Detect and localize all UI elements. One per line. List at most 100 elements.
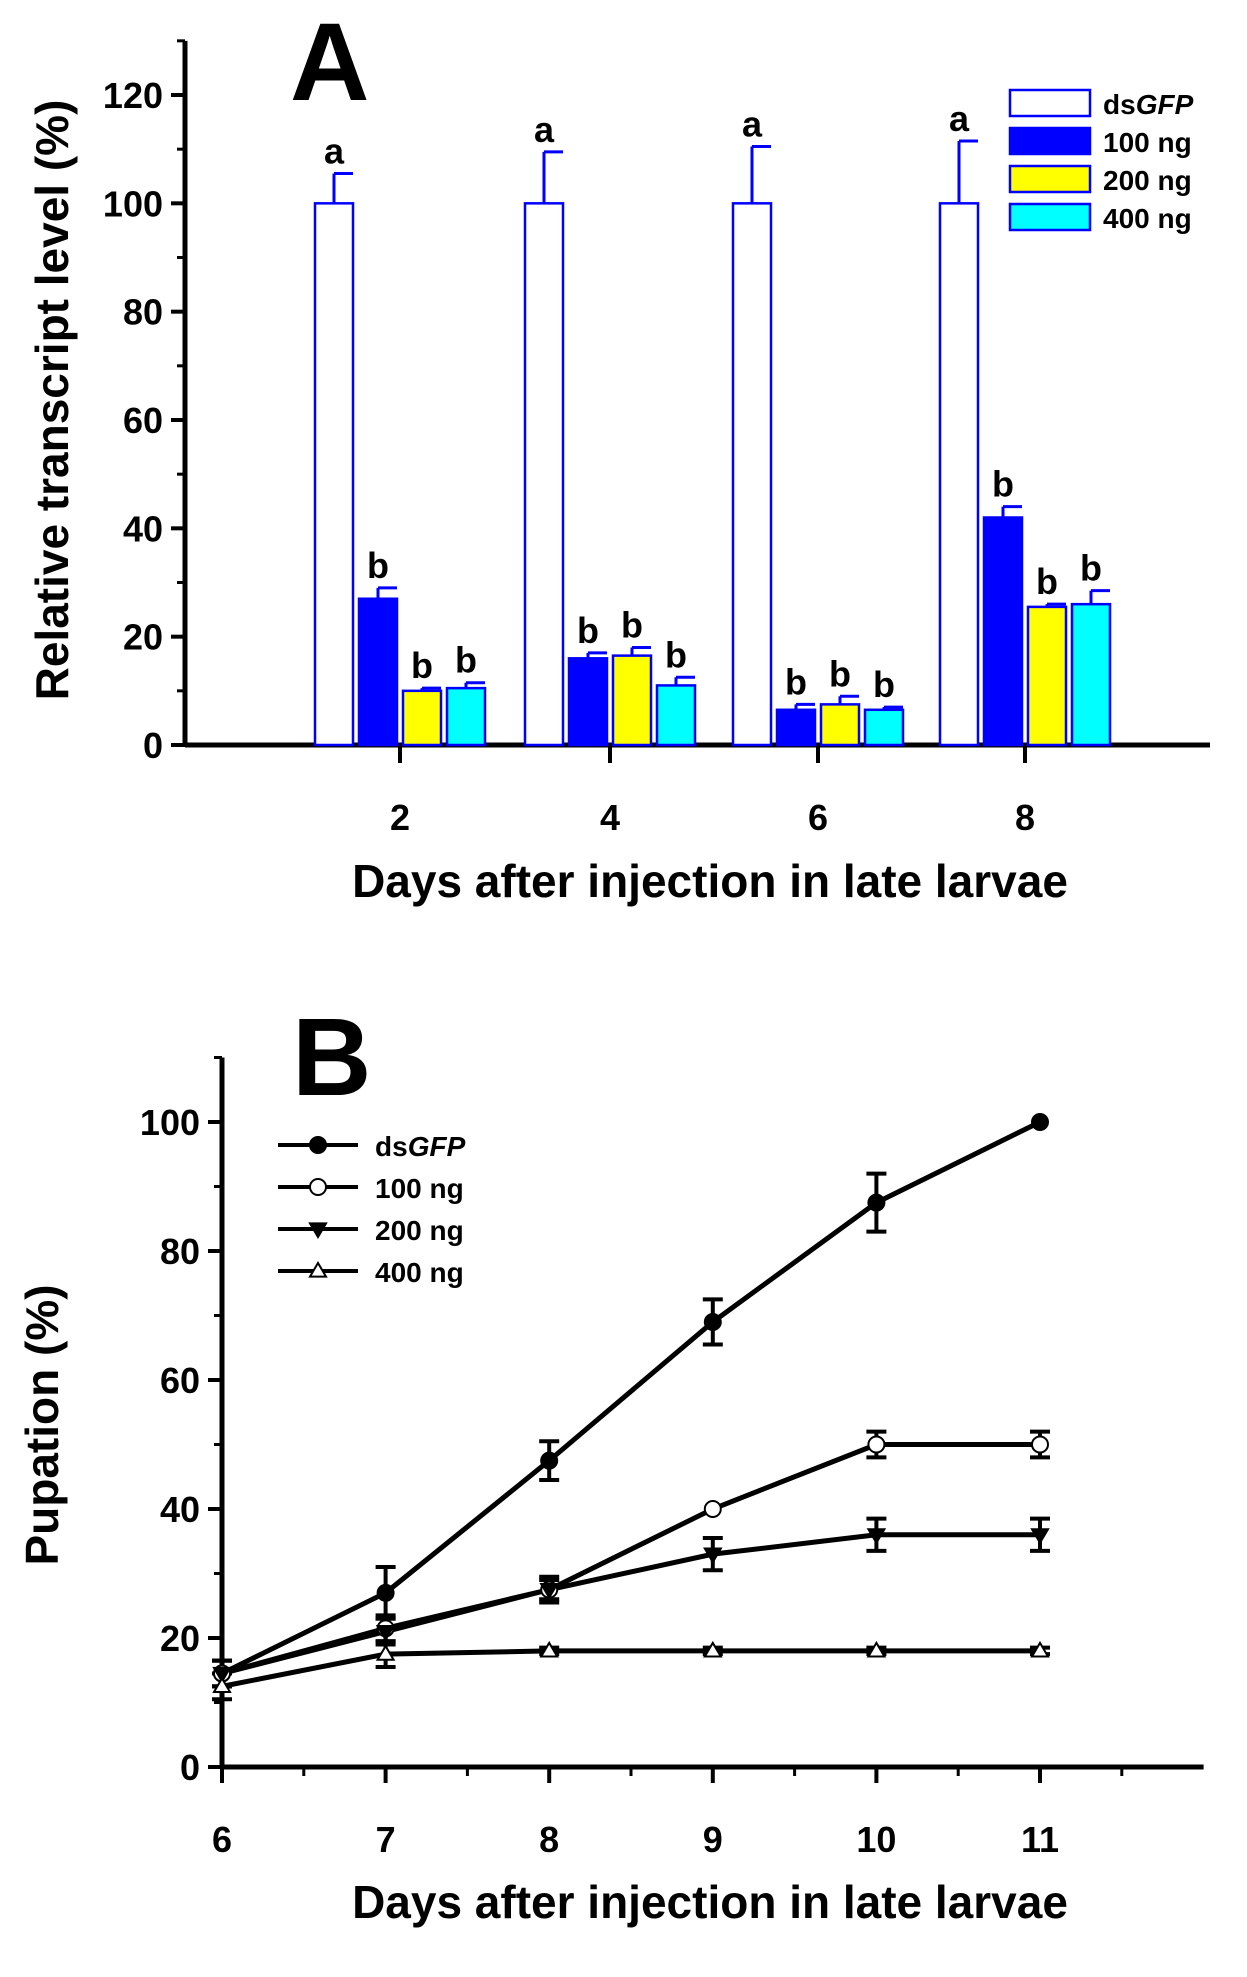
x-tick-label: 8 [1015,797,1035,838]
y-axis-title: Pupation (%) [16,1284,68,1565]
legend-label-name: GFP [1136,89,1194,120]
legend-label: 200 ng [1103,165,1192,196]
legend-swatch [1008,202,1092,232]
legend-marker [308,1222,328,1239]
bar [938,202,980,747]
significance-label: b [873,664,895,705]
bar [982,516,1024,747]
significance-label: b [621,605,643,646]
data-point [703,1640,723,1658]
data-point [703,1500,722,1518]
significance-label: a [324,131,345,172]
y-tick-label: 0 [143,725,163,766]
legend-label: 100 ng [375,1173,464,1204]
data-point [539,1640,559,1658]
y-tick-label: 60 [123,400,163,441]
legend-label: 100 ng [1103,127,1192,158]
legend-marker [309,1136,327,1154]
x-tick-label: 6 [808,797,828,838]
data-point [703,1547,723,1565]
bar [313,202,355,747]
significance-label: a [949,98,970,139]
significance-label: b [1080,548,1102,589]
bar [357,597,399,747]
significance-label: b [411,645,433,686]
legend-label: 400 ng [375,1257,464,1288]
significance-label: a [534,109,555,150]
data-point [1031,1113,1049,1131]
significance-label: b [665,634,687,675]
significance-label: b [455,640,477,681]
bar [523,202,565,747]
legend-label: dsGFP [375,1131,466,1162]
y-tick-label: 20 [123,617,163,658]
bar [819,703,861,747]
x-axis-title: Days after injection in late larvae [352,1876,1068,1928]
panel-letter-a: A [290,1,369,124]
series-line [221,1532,1040,1676]
legend-label-name: GFP [408,1131,466,1162]
x-tick-label: 6 [212,1819,232,1860]
data-point [375,1624,396,1642]
data-point [1030,1528,1050,1545]
data-point [212,1666,232,1684]
data-point [375,1644,396,1661]
significance-label: a [742,103,763,144]
x-tick-label: 11 [1021,1819,1059,1860]
bar [655,684,697,747]
data-point [867,1193,886,1212]
panel-letter-b: B [292,996,371,1119]
data-point [866,1640,887,1658]
legend-swatch [1008,88,1092,118]
bar [611,654,653,747]
data-point [1031,1435,1049,1454]
legend-swatch [1008,126,1092,156]
x-tick-label: 7 [376,1819,396,1860]
y-tick-label: 80 [160,1231,200,1272]
bar [731,202,773,747]
x-tick-label: 2 [390,797,410,838]
bar [1070,602,1112,747]
legend-marker [308,1261,328,1278]
data-point [540,1451,559,1470]
legend-label-prefix: ds [1103,89,1136,120]
y-tick-label: 100 [103,183,163,224]
legend-label: 400 ng [1103,203,1192,234]
bar [401,689,443,747]
legend: dsGFP 100 ng 200 ng 400 ng [1008,88,1194,234]
series-line [221,1442,1040,1676]
data-point [212,1676,232,1693]
significance-label: b [367,545,389,586]
significance-label: b [829,653,851,694]
x-tick-label: 4 [600,797,620,838]
x-axis-title: Days after injection in late larvae [352,855,1068,907]
data-point [703,1312,722,1331]
y-tick-label: 40 [160,1489,200,1530]
significance-label: b [1036,561,1058,602]
significance-label: b [992,464,1014,505]
y-tick-label: 60 [160,1360,200,1401]
bar [775,708,817,747]
data-point [539,1583,559,1600]
bar [445,686,487,747]
y-tick-label: 0 [180,1747,200,1788]
legend: dsGFP 100 ng 200 ng 400 ng [278,1131,466,1288]
data-point [866,1528,887,1545]
data-point [867,1435,886,1454]
bar [567,657,609,747]
y-tick-label: 100 [140,1102,200,1143]
significance-label: b [785,661,807,702]
legend-label: 200 ng [375,1215,464,1246]
legend-label: dsGFP [1103,89,1194,120]
x-tick-label: 10 [856,1819,896,1860]
legend-swatch [1008,164,1092,194]
bar [863,708,905,747]
series-line [221,1648,1040,1689]
legend-marker [309,1178,327,1196]
y-tick-label: 120 [103,75,163,116]
data-point [1030,1640,1050,1658]
y-tick-label: 40 [123,508,163,549]
panel-b-line-chart: 0 20 40 60 80 100 6 7 8 9 10 11 Days after injection… [16,996,1204,1928]
